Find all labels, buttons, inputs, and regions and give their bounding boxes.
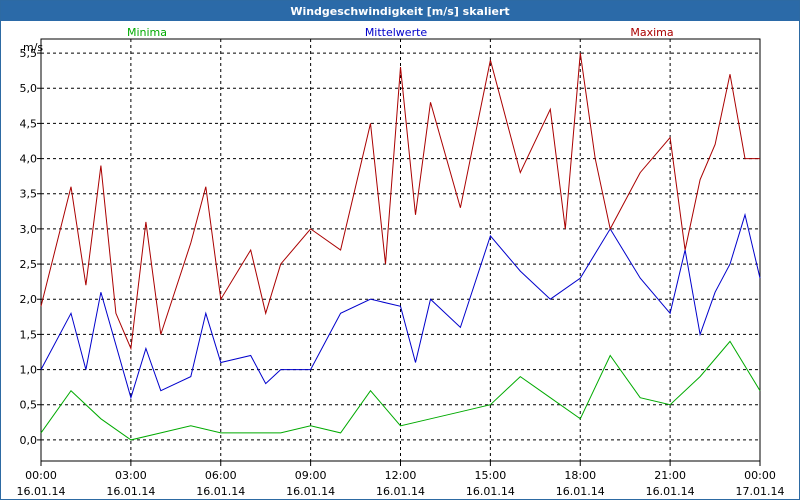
legend-maxima: Maxima (630, 26, 673, 39)
x-tick-time-label: 00:00 (25, 469, 57, 482)
x-tick-time-label: 18:00 (564, 469, 596, 482)
x-tick-date-label: 16.01.14 (556, 485, 605, 498)
y-tick-label: 5,5 (20, 47, 38, 60)
x-tick-time-label: 12:00 (385, 469, 417, 482)
x-tick-time-label: 09:00 (295, 469, 327, 482)
x-tick-date-label: 16.01.14 (466, 485, 515, 498)
y-tick-label: 5,0 (20, 82, 38, 95)
y-tick-label: 0,0 (20, 434, 38, 447)
series-line-maxima (40, 53, 760, 351)
series-line-minima (40, 340, 761, 441)
x-tick-date-label: 17.01.14 (736, 485, 785, 498)
x-tick-time-label: 00:00 (744, 469, 776, 482)
y-tick-label: 3,0 (20, 223, 38, 236)
x-tick-date-label: 16.01.14 (196, 485, 245, 498)
y-tick-label: 1,5 (20, 328, 38, 341)
x-tick-date-label: 16.01.14 (376, 485, 425, 498)
legend-minima: Minima (127, 26, 167, 39)
window-title: Windgeschwindigkeit [m/s] skaliert (1, 1, 799, 21)
y-tick-label: 2,0 (20, 293, 38, 306)
y-tick-label: 4,5 (20, 117, 38, 130)
x-tick-time-label: 21:00 (654, 469, 686, 482)
series-line-mittelwerte (40, 212, 761, 400)
x-tick-time-label: 06:00 (205, 469, 237, 482)
x-tick-date-label: 16.01.14 (106, 485, 155, 498)
x-tick-date-label: 16.01.14 (17, 485, 66, 498)
x-tick-date-label: 16.01.14 (646, 485, 695, 498)
x-tick-date-label: 16.01.14 (286, 485, 335, 498)
y-tick-label: 0,5 (20, 399, 38, 412)
y-tick-label: 3,5 (20, 188, 38, 201)
x-tick-time-label: 03:00 (115, 469, 147, 482)
y-tick-label: 2,5 (20, 258, 38, 271)
x-tick-time-label: 15:00 (475, 469, 507, 482)
legend-mittelwerte: Mittelwerte (365, 26, 428, 39)
y-tick-label: 4,0 (20, 153, 38, 166)
y-axis-label: m/s (23, 41, 43, 54)
y-tick-label: 1,0 (20, 364, 38, 377)
